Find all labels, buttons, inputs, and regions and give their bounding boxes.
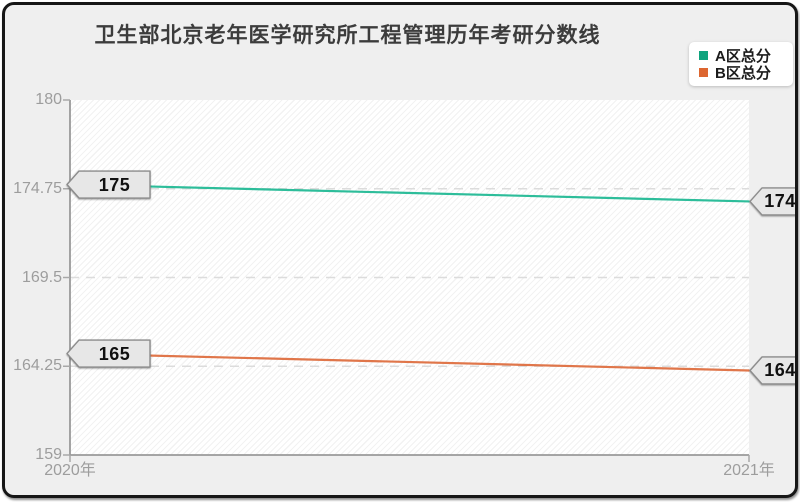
x-axis-label-1: 2021年 xyxy=(723,462,775,479)
point-callout-start-0 xyxy=(66,170,151,199)
point-label-start-0: 175 xyxy=(98,174,131,195)
y-axis-label-1: 174.75 xyxy=(13,179,62,197)
point-callout-start-1 xyxy=(66,339,151,368)
x-axis-label-0: 2020年 xyxy=(44,462,96,479)
legend-label-b: B区总分 xyxy=(715,65,771,82)
legend-marker-a-icon xyxy=(699,51,708,60)
legend: A区总分 B区总分 xyxy=(689,42,793,86)
legend-marker-b-icon xyxy=(699,68,708,77)
series-line-0 xyxy=(68,183,751,203)
y-axis-label-2: 169.5 xyxy=(21,268,62,286)
axis-label-layer: 175 174 165 164 180 174.75 169.5 164.25 159 2020年… xyxy=(5,5,795,495)
point-callout-end-0 xyxy=(749,187,795,216)
chart-svg xyxy=(63,99,795,462)
chart-stage: 卫生部北京老年医学研究所工程管理历年考研分数线 175 174 165 164 180 1… xyxy=(5,5,795,495)
chart-title: 卫生部北京老年医学研究所工程管理历年考研分数线 xyxy=(94,24,601,47)
series-line-1 xyxy=(68,352,751,372)
point-label-start-1: 165 xyxy=(98,343,131,364)
y-axis-label-0: 180 xyxy=(35,91,62,108)
point-callout-end-1 xyxy=(749,356,795,385)
legend-label-a: A区总分 xyxy=(715,48,771,65)
point-label-end-1: 164 xyxy=(764,360,796,381)
legend-item-a: A区总分 xyxy=(699,47,793,65)
legend-item-b: B区总分 xyxy=(699,64,793,82)
y-axis-label-4: 159 xyxy=(35,446,62,463)
y-axis-label-3: 164.25 xyxy=(13,357,62,375)
point-label-end-0: 174 xyxy=(764,191,796,212)
